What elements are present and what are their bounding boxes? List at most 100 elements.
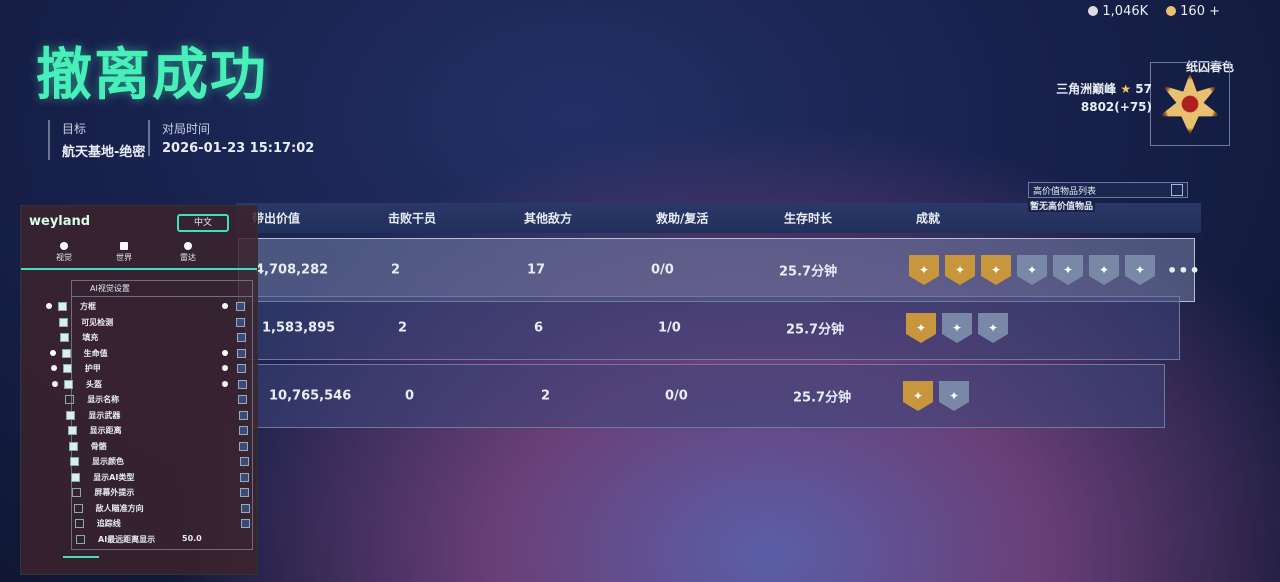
setting-label: 显示距离 — [89, 426, 122, 435]
silver-achievement-badge-icon[interactable]: ✦ — [1017, 255, 1047, 285]
silver-achievement-badge-icon[interactable]: ✦ — [1125, 255, 1155, 285]
gold-coin-icon — [1166, 6, 1177, 16]
color-dot-icon[interactable] — [222, 365, 228, 371]
target-label: 目标 — [62, 122, 87, 136]
setting-checkbox[interactable] — [65, 395, 75, 404]
rank-emblem — [1150, 62, 1230, 146]
color-dot-icon[interactable] — [50, 365, 57, 371]
color-dot-icon[interactable] — [49, 349, 56, 356]
setting-label: 填充 — [82, 333, 99, 342]
col-value: 带出价值 — [252, 211, 301, 226]
tab-label: 世界 — [116, 253, 132, 262]
color-dot-icon[interactable] — [52, 380, 58, 387]
color-dot-icon[interactable] — [222, 303, 228, 309]
setting-checkbox[interactable] — [71, 472, 81, 482]
radar-icon — [184, 242, 192, 250]
silver-achievement-badge-icon[interactable]: ✦ — [978, 313, 1008, 343]
tab-label: 视觉 — [56, 253, 72, 262]
setting-checkbox[interactable] — [76, 534, 85, 544]
setting-label: 可见检测 — [81, 317, 114, 327]
tab-visual[interactable]: 视觉 — [39, 242, 89, 263]
silver-achievement-badge-icon[interactable]: ✦ — [1053, 255, 1083, 285]
rank-medal-icon — [1159, 73, 1221, 135]
color-picker-checkbox[interactable] — [239, 457, 249, 466]
setting-checkbox[interactable] — [58, 302, 67, 311]
silver-achievement-badge-icon[interactable]: ✦ — [1089, 255, 1119, 285]
cell-others: 6 — [534, 320, 544, 336]
color-picker-checkbox[interactable] — [238, 395, 248, 404]
color-picker-checkbox[interactable] — [240, 488, 250, 497]
col-kills: 击败干员 — [388, 211, 437, 226]
cell-value: 10,765,546 — [269, 388, 352, 404]
setting-label: AI最远距离显示 — [98, 534, 156, 544]
gold-achievement-badge-icon[interactable]: ✦ — [903, 381, 933, 411]
setting-checkbox[interactable] — [68, 441, 78, 451]
color-picker-checkbox[interactable] — [236, 317, 246, 327]
color-picker-checkbox[interactable] — [239, 441, 249, 451]
cell-kills: 2 — [398, 320, 408, 336]
rank-score: 8802(+75) — [1080, 100, 1152, 114]
overlay-menu: weyland 中文 视觉 世界 雷达 AI视觉设置 方框 可见检测 填充 生命值 护甲… — [20, 205, 258, 575]
match-time-info: 对局时间 2026-01-23 15:17:02 — [148, 120, 314, 156]
setting-label: 生命值 — [83, 348, 108, 358]
color-picker-checkbox[interactable] — [239, 472, 249, 482]
table-row[interactable]: 1,583,895 2 6 1/0 25.7分钟 ✦ ✦ ✦ — [245, 296, 1180, 360]
color-picker-checkbox[interactable] — [237, 379, 247, 389]
setting-checkbox[interactable] — [70, 457, 79, 466]
more-achievements-button[interactable]: ••• — [1167, 260, 1201, 280]
table-row[interactable]: 10,765,546 0 2 0/0 25.7分钟 ✦ ✦ — [252, 364, 1165, 428]
color-picker-checkbox[interactable] — [238, 410, 248, 420]
silver-currency: 1,046K — [1088, 4, 1148, 19]
cell-others: 17 — [527, 262, 546, 278]
setting-checkbox[interactable] — [62, 364, 72, 373]
color-dot-icon[interactable] — [222, 349, 228, 356]
tab-world[interactable]: 世界 — [99, 242, 149, 263]
gold-achievement-badge-icon[interactable]: ✦ — [945, 255, 975, 285]
col-assist: 救助/复活 — [656, 211, 709, 226]
cell-time: 25.7分钟 — [793, 390, 852, 406]
language-button[interactable]: 中文 — [177, 214, 229, 232]
scroll-slider[interactable] — [63, 556, 99, 558]
setting-checkbox[interactable] — [66, 410, 76, 420]
high-value-panel: 高价值物品列表 暂无高价值物品 — [1028, 182, 1188, 212]
gold-amount: 160 + — [1180, 4, 1220, 19]
color-dot-icon[interactable] — [222, 380, 228, 387]
silver-achievement-badge-icon[interactable]: ✦ — [942, 313, 972, 343]
toggle-button[interactable] — [1171, 184, 1183, 196]
col-time: 生存时长 — [784, 211, 833, 226]
color-picker-checkbox[interactable] — [240, 503, 250, 513]
setting-checkbox[interactable] — [59, 317, 69, 327]
color-dot-icon[interactable] — [46, 303, 52, 309]
menu-brand: weyland — [29, 214, 91, 229]
rank-tier: 三角洲巅峰 — [1056, 82, 1117, 96]
color-picker-checkbox[interactable] — [238, 426, 248, 435]
setting-checkbox[interactable] — [73, 503, 83, 513]
rank-info: 三角洲巅峰 ★ 57 8802(+75) — [1056, 80, 1152, 116]
gold-achievement-badge-icon[interactable]: ✦ — [909, 255, 939, 285]
silver-achievement-badge-icon[interactable]: ✦ — [939, 381, 969, 411]
setting-checkbox[interactable] — [72, 488, 82, 497]
color-picker-checkbox[interactable] — [237, 364, 247, 373]
setting-label: 屏幕外提示 — [94, 488, 135, 497]
setting-label: 头盔 — [86, 379, 102, 389]
color-picker-checkbox[interactable] — [237, 348, 247, 358]
color-picker-checkbox[interactable] — [241, 519, 251, 528]
gold-achievement-badge-icon[interactable]: ✦ — [981, 255, 1011, 285]
tab-radar[interactable]: 雷达 — [163, 242, 213, 263]
col-others: 其他敌方 — [524, 211, 573, 226]
setting-checkbox[interactable] — [60, 333, 70, 342]
cell-value: 1,583,895 — [262, 320, 336, 336]
gold-achievement-badge-icon[interactable]: ✦ — [906, 313, 936, 343]
color-picker-checkbox[interactable] — [236, 302, 245, 311]
setting-checkbox[interactable] — [67, 426, 77, 435]
color-picker-checkbox[interactable] — [236, 333, 246, 342]
setting-label: 护甲 — [84, 364, 101, 373]
setting-label: 骨骼 — [90, 441, 107, 451]
setting-checkbox[interactable] — [64, 379, 73, 389]
setting-label: 追踪线 — [96, 519, 121, 528]
distance-slider-value[interactable]: 50.0 — [182, 533, 202, 543]
setting-checkbox[interactable] — [61, 348, 71, 358]
high-value-empty: 暂无高价值物品 — [1028, 199, 1096, 212]
setting-checkbox[interactable] — [74, 519, 84, 528]
table-row[interactable]: 4,708,282 2 17 0/0 25.7分钟 ✦ ✦ ✦ ✦ ✦ ✦ ✦ ••• — [238, 238, 1200, 302]
